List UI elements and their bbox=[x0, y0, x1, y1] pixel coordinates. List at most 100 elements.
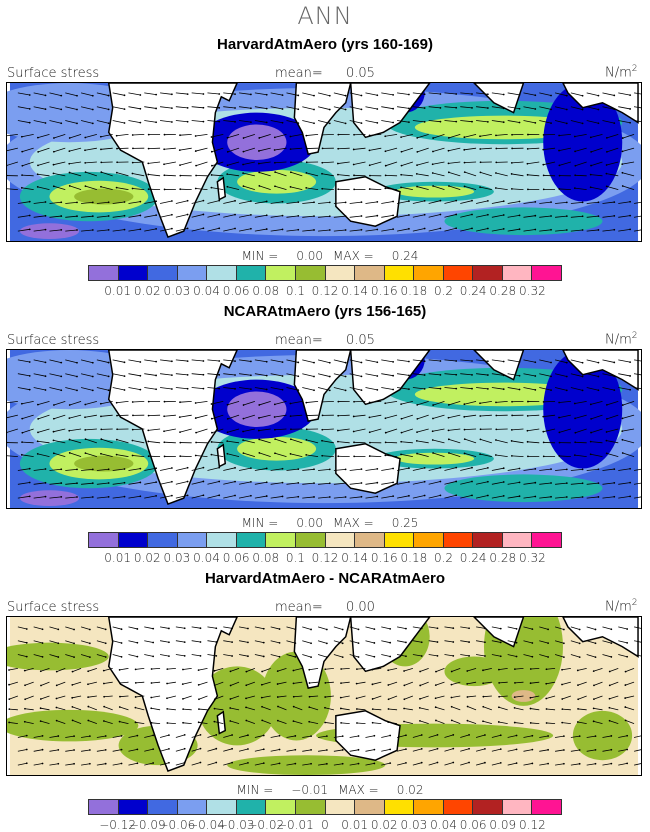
wind-vector bbox=[507, 228, 520, 232]
wind-vector bbox=[586, 215, 599, 218]
wind-vector bbox=[159, 495, 172, 499]
wind-vector bbox=[53, 172, 66, 177]
wind-vector bbox=[570, 640, 580, 644]
surface-stress-map bbox=[7, 83, 641, 241]
wind-vector bbox=[622, 452, 635, 458]
wind-vector bbox=[507, 373, 520, 377]
wind-vector bbox=[491, 387, 504, 390]
wind-vector bbox=[81, 735, 90, 738]
wind-vector bbox=[483, 695, 492, 698]
units-exponent: 2 bbox=[631, 64, 638, 74]
wind-vector bbox=[151, 707, 161, 711]
wind-vector bbox=[293, 667, 303, 671]
wind-vector bbox=[207, 640, 217, 643]
wind-vector bbox=[37, 428, 50, 433]
wind-vector bbox=[590, 453, 603, 458]
wind-vector bbox=[602, 201, 615, 204]
wind-vector bbox=[625, 706, 635, 711]
wind-vector bbox=[49, 92, 62, 96]
wind-vector bbox=[543, 147, 556, 151]
wind-vector bbox=[353, 428, 366, 432]
wind-vector bbox=[254, 106, 267, 109]
wind-vector bbox=[460, 626, 470, 629]
wind-vector bbox=[602, 735, 612, 738]
wind-vector bbox=[211, 133, 224, 138]
wind-vector bbox=[274, 428, 287, 431]
wind-vector bbox=[381, 387, 394, 390]
wind-vector bbox=[562, 722, 571, 725]
wind-vector bbox=[416, 453, 429, 458]
colorbar-level-label: 0.28 bbox=[489, 284, 517, 298]
wind-vector bbox=[432, 172, 445, 177]
colorbar bbox=[88, 532, 562, 548]
wind-vector bbox=[207, 92, 220, 95]
colorbar-level-label: 0.1 bbox=[285, 284, 305, 298]
wind-vector bbox=[167, 681, 176, 684]
wind-vector bbox=[444, 106, 457, 109]
wind-vector bbox=[530, 667, 540, 670]
wind-vector bbox=[167, 722, 176, 725]
wind-vector bbox=[166, 695, 176, 699]
wind-vector bbox=[286, 201, 299, 204]
wind-vector bbox=[191, 762, 201, 766]
colorbar-swatch bbox=[266, 533, 296, 547]
contour-fill bbox=[444, 474, 603, 503]
wind-vector bbox=[191, 494, 204, 499]
colorbar-swatch bbox=[118, 266, 149, 280]
wind-vector bbox=[602, 496, 615, 499]
wind-vector bbox=[230, 681, 240, 686]
wind-vector bbox=[546, 667, 556, 670]
colorbar-level-label: 0.03 bbox=[163, 551, 191, 565]
wind-vector bbox=[491, 106, 504, 109]
wind-vector bbox=[116, 454, 129, 458]
wind-vector bbox=[24, 721, 34, 725]
wind-vector bbox=[69, 439, 82, 444]
wind-vector bbox=[65, 201, 78, 204]
colorbar-level-label: 0.14 bbox=[341, 284, 368, 298]
wind-vector bbox=[270, 373, 283, 377]
wind-vector bbox=[112, 229, 125, 232]
wind-vector bbox=[96, 229, 109, 232]
colorbar-swatch bbox=[177, 266, 208, 280]
wind-vector bbox=[214, 667, 224, 672]
wind-vector bbox=[191, 748, 201, 752]
wind-vector bbox=[7, 428, 18, 433]
wind-vector bbox=[618, 359, 631, 363]
wind-vector bbox=[275, 171, 287, 177]
wind-vector bbox=[539, 359, 552, 363]
wind-vector bbox=[412, 748, 422, 752]
wind-vector bbox=[499, 681, 508, 684]
wind-vector bbox=[96, 359, 109, 363]
wind-vector bbox=[275, 438, 287, 444]
wind-vector bbox=[618, 106, 631, 110]
wind-vector bbox=[498, 721, 508, 725]
contour-fill bbox=[395, 185, 475, 198]
wind-vector bbox=[195, 455, 208, 458]
wind-vector bbox=[385, 161, 398, 167]
wind-vector bbox=[606, 133, 619, 139]
wind-vector bbox=[333, 496, 346, 499]
wind-vector bbox=[419, 667, 429, 672]
wind-vector bbox=[135, 667, 145, 670]
wind-vector bbox=[404, 708, 413, 711]
wind-vector bbox=[270, 762, 280, 766]
wind-vector bbox=[261, 706, 271, 711]
wind-vector bbox=[482, 720, 492, 725]
wind-vector bbox=[243, 147, 255, 153]
colorbar-swatch bbox=[355, 533, 385, 547]
wind-vector bbox=[309, 721, 319, 725]
wind-vector bbox=[365, 763, 375, 766]
wind-vector bbox=[49, 654, 59, 658]
wind-vector bbox=[223, 481, 236, 485]
wind-vector bbox=[270, 359, 283, 363]
colorbar-swatch bbox=[118, 800, 149, 814]
wind-vector bbox=[385, 187, 398, 191]
wind-vector bbox=[586, 496, 599, 499]
wind-vector bbox=[451, 706, 461, 711]
colorbar-swatch bbox=[325, 800, 356, 814]
wind-vector bbox=[523, 468, 536, 471]
max-value: 0.24 bbox=[391, 249, 419, 263]
wind-vector bbox=[56, 720, 66, 725]
colorbar-level-label: 0.08 bbox=[252, 551, 280, 565]
wind-vector bbox=[318, 215, 330, 218]
